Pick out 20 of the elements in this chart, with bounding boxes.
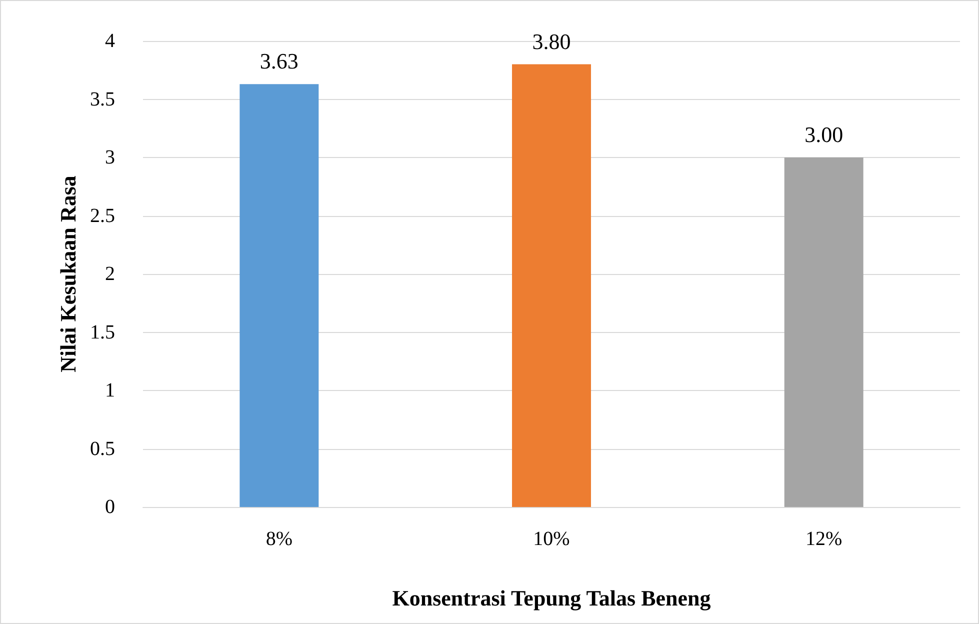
x-tick-label: 12% — [805, 528, 842, 550]
x-tick-label: 8% — [266, 528, 293, 550]
y-tick-label: 0.5 — [90, 438, 115, 460]
y-tick-label: 3 — [105, 146, 115, 168]
bar — [240, 84, 319, 507]
data-label: 3.63 — [260, 48, 298, 74]
data-label: 3.80 — [532, 28, 571, 54]
y-tick-label: 0 — [105, 496, 115, 518]
x-axis-title: Konsentrasi Tepung Talas Beneng — [392, 586, 711, 610]
y-tick-label: 2 — [105, 263, 115, 285]
y-tick-label: 1 — [105, 380, 115, 402]
y-tick-label: 2.5 — [90, 204, 115, 227]
data-label: 3.00 — [804, 122, 844, 147]
y-tick-label: 4 — [105, 30, 115, 52]
y-axis-title: Nilai Kesukaan Rasa — [56, 176, 81, 372]
y-tick-label: 3.5 — [90, 88, 115, 110]
bar — [512, 64, 591, 507]
x-tick-label: 10% — [533, 528, 570, 550]
y-tick-label: 1.5 — [90, 321, 115, 344]
bar — [784, 158, 864, 507]
